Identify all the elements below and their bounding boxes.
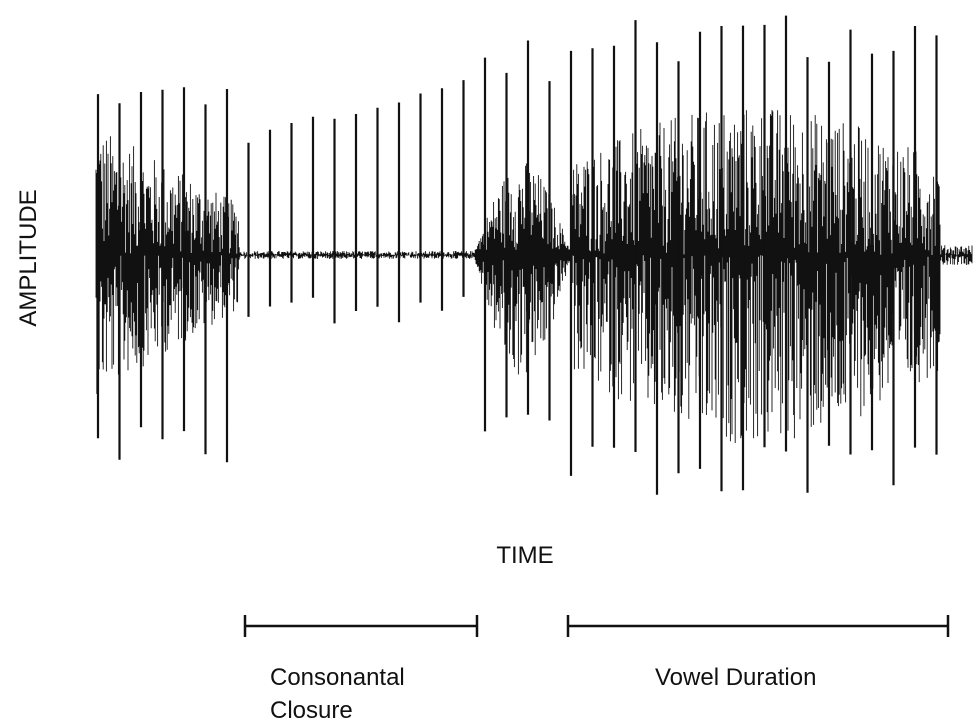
segment-bar [566, 615, 950, 637]
segment-label: Vowel Duration [655, 664, 816, 691]
y-axis-label: AMPLITUDE [15, 189, 42, 326]
waveform [95, 15, 973, 495]
waveform-pulses [96, 15, 938, 495]
segment-label: Consonantal [270, 664, 405, 691]
segment-label: Closure [270, 697, 353, 724]
x-axis-label: TIME [496, 542, 553, 569]
segment-bar [243, 615, 479, 637]
